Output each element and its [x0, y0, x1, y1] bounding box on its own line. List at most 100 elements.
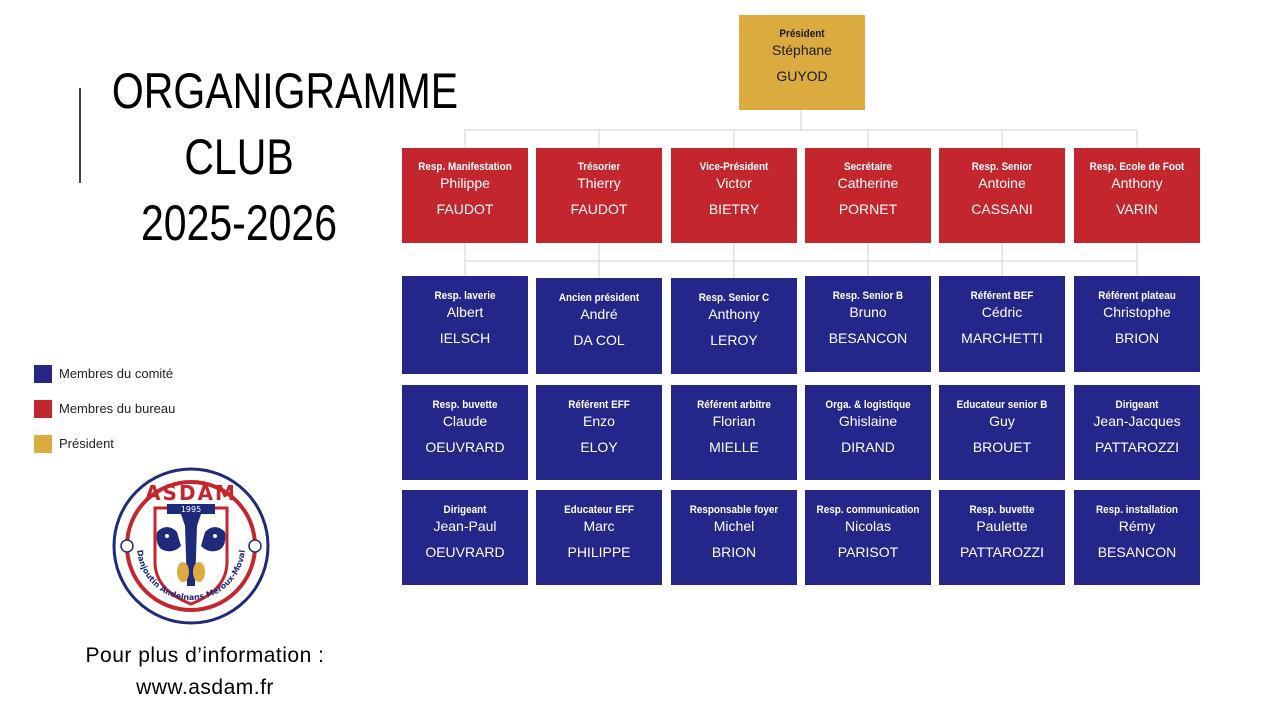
- bureau-box: Resp. Senior Antoine CASSANI: [939, 148, 1065, 243]
- first-name: Rémy: [1118, 518, 1156, 534]
- role-label: Orga. & logistique: [825, 399, 911, 411]
- role-label: Resp. installation: [1096, 504, 1178, 516]
- last-name: VARIN: [1116, 201, 1158, 217]
- committee-box: Resp. Senior C Anthony LEROY: [671, 278, 797, 374]
- first-name: Albert: [446, 304, 484, 320]
- first-name: Jean-Paul: [433, 518, 497, 534]
- bureau-box: Resp. Ecole de Foot Anthony VARIN: [1074, 148, 1200, 243]
- first-name: Florian: [712, 413, 756, 429]
- committee-box: Référent arbitre Florian MIELLE: [671, 385, 797, 480]
- role-label: Dirigeant: [443, 504, 487, 516]
- first-name: Antoine: [978, 175, 1026, 191]
- role-label: Référent BEF: [970, 290, 1034, 302]
- first-name: Philippe: [440, 175, 490, 191]
- first-name: Victor: [716, 175, 752, 191]
- last-name: PORNET: [838, 201, 898, 217]
- last-name: GUYOD: [776, 68, 828, 84]
- committee-box: Ancien président André DA COL: [536, 278, 662, 374]
- website-link[interactable]: www.asdam.fr: [136, 676, 274, 699]
- last-name: BESANCON: [828, 330, 908, 346]
- logo-name: ASDAM: [145, 481, 237, 505]
- role-label: Référent arbitre: [697, 399, 771, 411]
- last-name: PATTAROZZI: [1095, 439, 1179, 455]
- committee-box: Dirigeant Jean-Paul OEUVRARD: [402, 490, 528, 585]
- role-label: Resp. Ecole de Foot: [1089, 161, 1185, 173]
- legend-swatch-blue: [34, 364, 52, 383]
- role-label: Ancien président: [558, 292, 640, 304]
- bureau-box: Resp. Manifestation Philippe FAUDOT: [402, 148, 528, 243]
- last-name: IELSCH: [439, 330, 491, 346]
- role-label: Resp. Senior C: [698, 292, 770, 304]
- committee-box: Orga. & logistique Ghislaine DIRAND: [805, 385, 931, 480]
- last-name: PATTAROZZI: [960, 544, 1044, 560]
- last-name: BRION: [711, 544, 757, 560]
- role-label: Secrétaire: [844, 161, 892, 173]
- last-name: OEUVRARD: [425, 439, 505, 455]
- role-label: Resp. laverie: [434, 290, 496, 302]
- committee-box: Educateur senior B Guy BROUET: [939, 385, 1065, 480]
- legend-swatch-red: [34, 399, 52, 418]
- first-name: Paulette: [976, 518, 1028, 534]
- committee-box: Educateur EFF Marc PHILIPPE: [536, 490, 662, 585]
- title-line-2: CLUB: [184, 129, 294, 185]
- legend-item-bureau: Membres du bureau: [34, 391, 175, 426]
- last-name: MIELLE: [709, 439, 759, 455]
- role-label: Responsable foyer: [689, 504, 779, 516]
- role-label: Président: [779, 28, 825, 40]
- bureau-box: Secrétaire Catherine PORNET: [805, 148, 931, 243]
- first-name: Enzo: [583, 413, 615, 429]
- last-name: BROUET: [972, 439, 1032, 455]
- last-name: DA COL: [573, 332, 625, 348]
- last-name: ELOY: [580, 439, 618, 455]
- committee-box: Resp. buvette Claude OEUVRARD: [402, 385, 528, 480]
- committee-box: Resp. installation Rémy BESANCON: [1074, 490, 1200, 585]
- first-name: Michel: [713, 518, 755, 534]
- role-label: Trésorier: [577, 161, 621, 173]
- legend-label: Président: [59, 436, 114, 451]
- role-label: Vice-Président: [699, 161, 769, 173]
- legend-label: Membres du comité: [59, 366, 174, 381]
- legend-label: Membres du bureau: [59, 401, 176, 416]
- last-name: PHILIPPE: [567, 544, 631, 560]
- role-label: Resp. Manifestation: [418, 161, 512, 173]
- title-line-3: 2025-2026: [140, 195, 338, 251]
- first-name: Anthony: [1111, 175, 1163, 191]
- first-name: Thierry: [577, 175, 621, 191]
- last-name: DIRAND: [841, 439, 895, 455]
- role-label: Resp. communication: [816, 504, 920, 516]
- info-block: Pour plus d’information : www.asdam.fr: [40, 640, 370, 704]
- role-label: Dirigeant: [1115, 399, 1159, 411]
- first-name: Christophe: [1103, 304, 1171, 320]
- committee-box: Dirigeant Jean-Jacques PATTAROZZI: [1074, 385, 1200, 480]
- role-label: Référent plateau: [1098, 290, 1176, 302]
- last-name: BIETRY: [708, 201, 760, 217]
- first-name: Claude: [442, 413, 488, 429]
- legend-item-comite: Membres du comité: [34, 356, 175, 391]
- committee-box: Référent EFF Enzo ELOY: [536, 385, 662, 480]
- last-name: FAUDOT: [570, 201, 628, 217]
- committee-box: Resp. Senior B Bruno BESANCON: [805, 276, 931, 372]
- committee-box: Référent plateau Christophe BRION: [1074, 276, 1200, 372]
- info-text: Pour plus d’information :: [85, 644, 325, 667]
- last-name: FAUDOT: [436, 201, 494, 217]
- role-label: Référent EFF: [568, 399, 630, 411]
- first-name: Anthony: [708, 306, 760, 322]
- committee-box: Référent BEF Cédric MARCHETTI: [939, 276, 1065, 372]
- committee-box: Resp. laverie Albert IELSCH: [402, 276, 528, 374]
- last-name: OEUVRARD: [425, 544, 505, 560]
- first-name: Guy: [989, 413, 1015, 429]
- first-name: Marc: [583, 518, 615, 534]
- legend-item-president: Président: [34, 426, 175, 461]
- first-name: Stéphane: [772, 42, 832, 58]
- president-box: Président Stéphane GUYOD: [739, 15, 865, 110]
- asdam-logo-icon: ASDAM 1995 Danjoutin Andelnans Meroux-Mo…: [112, 467, 270, 625]
- legend-swatch-gold: [34, 434, 52, 453]
- role-label: Resp. buvette: [969, 504, 1035, 516]
- committee-box: Resp. buvette Paulette PATTAROZZI: [939, 490, 1065, 585]
- first-name: Ghislaine: [838, 413, 898, 429]
- first-name: André: [580, 306, 618, 322]
- logo-year: 1995: [181, 505, 201, 514]
- role-label: Resp. Senior B: [832, 290, 904, 302]
- last-name: LEROY: [710, 332, 758, 348]
